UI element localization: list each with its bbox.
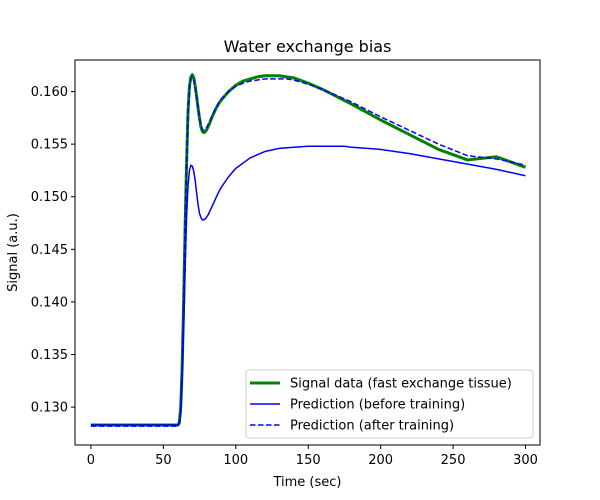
y-tick-label: 0.130 [31, 401, 68, 416]
legend: Signal data (fast exchange tissue) Predi… [245, 369, 534, 439]
x-tick-label: 0 [87, 453, 95, 468]
x-axis-label: Time (sec) [272, 475, 341, 490]
legend-label-signal-data: Signal data (fast exchange tissue) [290, 377, 512, 392]
x-tick-label: 150 [296, 453, 321, 468]
y-tick-label: 0.135 [31, 348, 68, 363]
plot-frame [74, 59, 541, 446]
y-tick-label: 0.160 [31, 85, 68, 100]
legend-label-prediction-before: Prediction (before training) [290, 398, 465, 413]
series-line-prediction-after [90, 76, 526, 427]
x-tick-label: 200 [368, 453, 393, 468]
y-axis-label: Signal (a.u.) [6, 213, 21, 292]
y-tick-label: 0.140 [31, 295, 68, 310]
y-tick-label: 0.155 [31, 138, 68, 153]
y-axis-ticks: 0.130 0.135 0.140 0.145 0.150 0.155 0.160 [31, 85, 75, 416]
x-tick-label: 100 [223, 453, 248, 468]
legend-label-prediction-after: Prediction (after training) [290, 419, 454, 434]
series-line-prediction-before [90, 145, 526, 426]
x-tick-label: 300 [513, 453, 538, 468]
legend-box [245, 369, 534, 439]
x-tick-label: 50 [155, 453, 172, 468]
x-tick-label: 250 [441, 453, 466, 468]
series-group [90, 73, 527, 427]
y-tick-label: 0.145 [31, 243, 68, 258]
x-axis-ticks: 0 50 100 150 200 250 300 [87, 445, 538, 468]
y-tick-label: 0.150 [31, 190, 68, 205]
chart-title: Water exchange bias [224, 37, 392, 56]
